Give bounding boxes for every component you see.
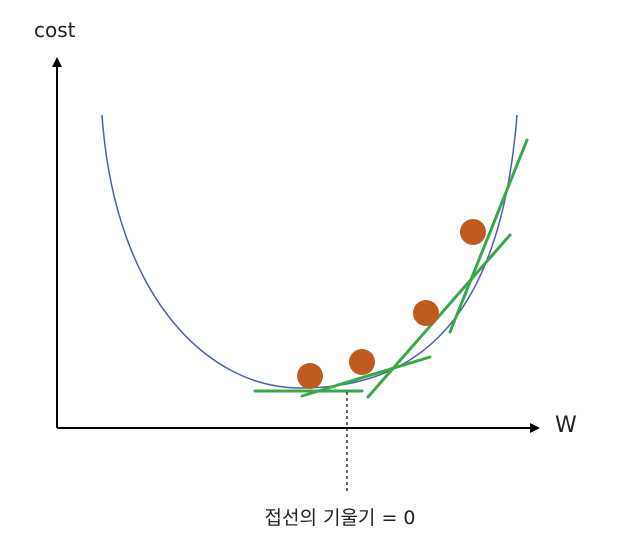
tangent-lines xyxy=(253,138,529,399)
tangent-line xyxy=(300,355,432,398)
tangent-line xyxy=(448,138,529,334)
points xyxy=(297,219,486,389)
tangent-line xyxy=(366,233,512,399)
point xyxy=(460,219,486,245)
point xyxy=(349,349,375,375)
x-axis-label: W xyxy=(555,413,577,438)
point xyxy=(413,300,439,326)
point xyxy=(297,363,323,389)
cost-curve xyxy=(101,114,518,389)
annotation: 접선의 기울기 = 0 xyxy=(264,507,415,529)
y-axis-label: cost xyxy=(34,18,76,42)
